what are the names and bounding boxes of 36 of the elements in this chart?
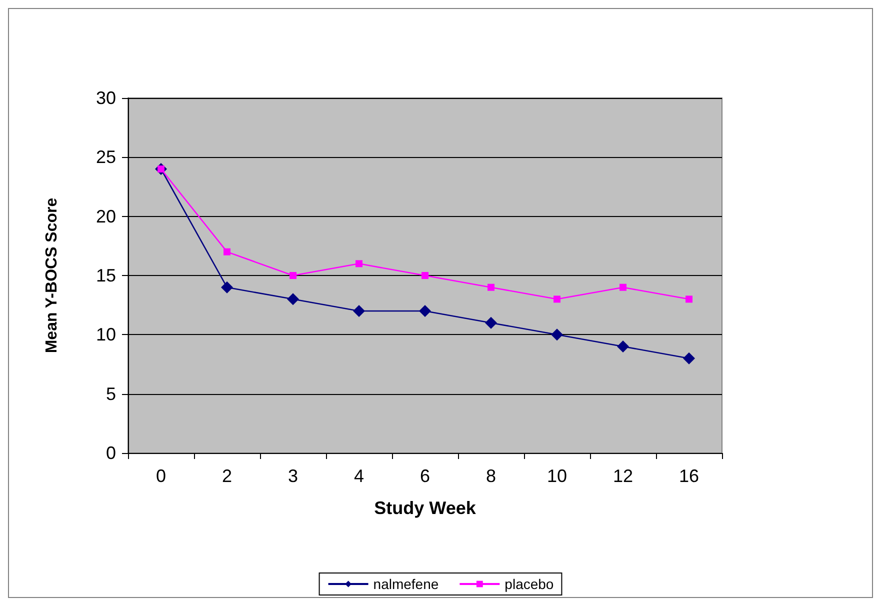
x-tick-label: 8: [486, 466, 496, 486]
point: [683, 352, 695, 364]
point: [554, 296, 560, 303]
x-tick-label: 10: [546, 466, 568, 486]
x-tick-label: 2: [222, 466, 232, 486]
legend-label: placebo: [504, 576, 554, 592]
y-tick-label: 20: [96, 206, 116, 226]
point: [419, 305, 431, 317]
point: [551, 328, 563, 341]
point: [287, 293, 299, 306]
point: [485, 316, 497, 329]
x-tick-label: 4: [354, 466, 364, 486]
point: [686, 296, 692, 303]
x-tick-label: 6: [420, 466, 430, 486]
point: [422, 272, 428, 279]
x-tick-label: 0: [156, 466, 166, 486]
y-tick-label: 15: [96, 266, 116, 286]
point: [221, 281, 233, 294]
y-tick-label: 10: [96, 324, 116, 345]
y-tick-label: 0: [106, 443, 116, 463]
point: [620, 284, 626, 291]
point: [353, 305, 365, 317]
y-tick-label: 30: [96, 88, 116, 108]
x-tick-label: 16: [678, 466, 700, 486]
point: [488, 284, 494, 291]
x-axis-title: Study Week: [374, 498, 477, 518]
point: [356, 260, 362, 268]
legend-label: nalmefene: [373, 576, 439, 592]
point: [290, 272, 296, 279]
x-tick-label: 12: [612, 466, 634, 486]
x-tick-label: 3: [288, 466, 298, 486]
point: [617, 340, 629, 352]
y-tick-label: 25: [96, 147, 116, 168]
y-axis-title: Mean Y-BOCS Score: [44, 198, 60, 354]
y-tick-label: 5: [106, 384, 116, 404]
point: [224, 248, 230, 256]
